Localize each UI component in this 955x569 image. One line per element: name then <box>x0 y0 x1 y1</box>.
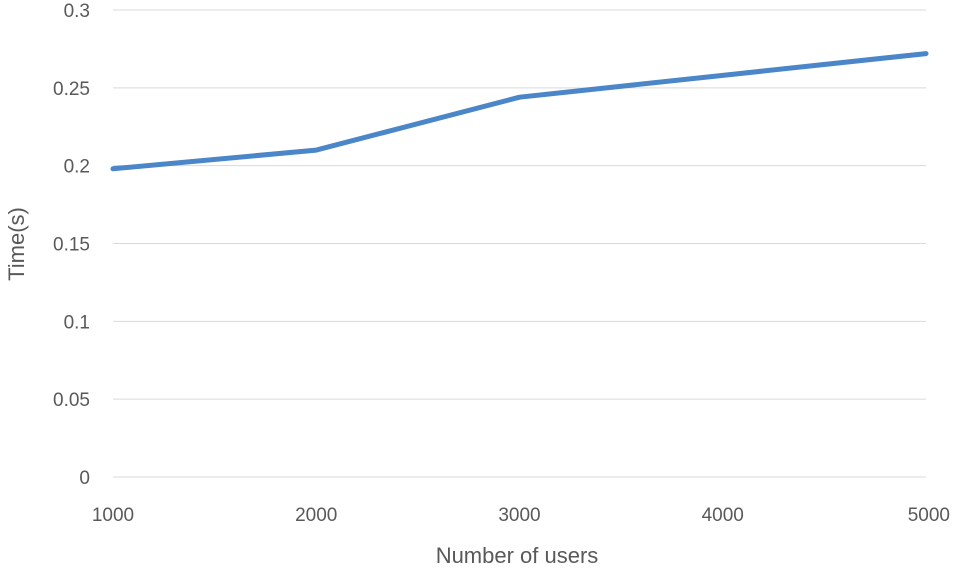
x-tick-label: 2000 <box>295 505 337 526</box>
x-axis-title: Number of users <box>436 543 599 568</box>
y-tick-label: 0.25 <box>53 79 90 100</box>
x-tick-label: 4000 <box>702 505 744 526</box>
series-lines <box>110 51 929 172</box>
y-tick-label: 0.2 <box>64 157 90 178</box>
y-tick-label: 0 <box>79 468 90 489</box>
series-line <box>110 51 929 172</box>
x-tick-label: 1000 <box>92 505 134 526</box>
x-axis-ticks: 1000 2000 3000 4000 5000 <box>92 505 950 526</box>
y-axis-ticks: 0 0.05 0.1 0.15 0.2 0.25 0.3 <box>53 1 90 489</box>
x-tick-label: 5000 <box>908 505 950 526</box>
y-tick-label: 0.3 <box>64 1 90 22</box>
y-tick-label: 0.1 <box>64 312 90 333</box>
x-tick-label: 3000 <box>498 505 540 526</box>
y-tick-label: 0.05 <box>53 390 90 411</box>
gridlines <box>113 9 926 478</box>
y-axis-title: Time(s) <box>4 207 29 281</box>
y-tick-label: 0.15 <box>53 235 90 256</box>
